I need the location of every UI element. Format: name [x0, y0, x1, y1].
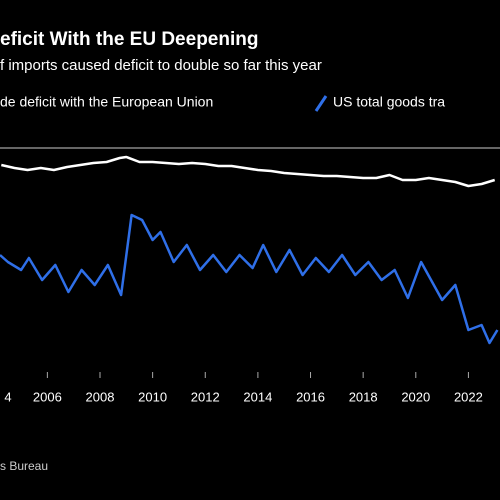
- x-tick-label: 2008: [86, 389, 115, 404]
- legend-label: US total goods tra: [333, 94, 445, 110]
- x-tick-label: 2016: [296, 389, 325, 404]
- x-tick-label: 2010: [138, 389, 167, 404]
- x-tick-label: 2022: [454, 389, 483, 404]
- legend-swatch: [314, 95, 328, 112]
- series-line: [0, 213, 499, 345]
- legend-label: de deficit with the European Union: [0, 94, 213, 110]
- x-tick-label: 4: [4, 389, 11, 404]
- x-tick-label: 2012: [191, 389, 220, 404]
- chart-title: eficit With the EU Deepening: [0, 29, 258, 50]
- x-tick-label: 2006: [33, 389, 62, 404]
- source: s Bureau: [0, 459, 48, 473]
- series-line: [1, 155, 496, 188]
- x-tick-label: 2020: [401, 389, 430, 404]
- chart-subtitle: f imports caused deficit to double so fa…: [0, 57, 322, 74]
- x-tick-label: 2014: [243, 389, 272, 404]
- x-tick-label: 2018: [349, 389, 378, 404]
